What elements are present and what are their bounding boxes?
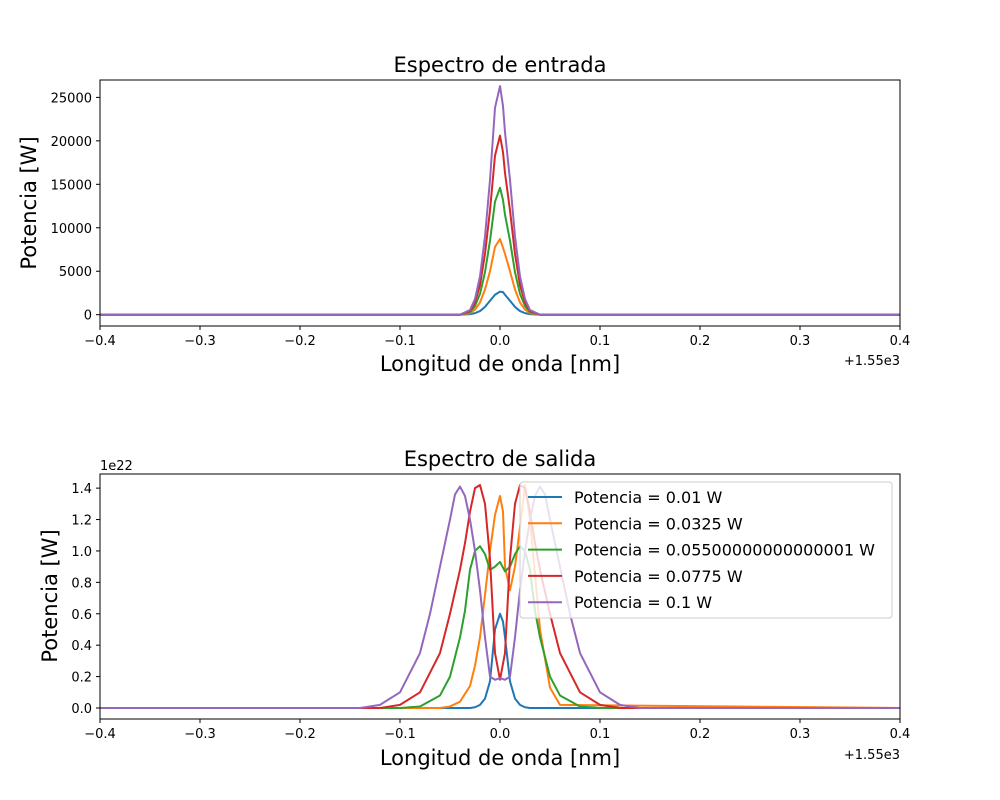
plot-frame <box>99 79 901 327</box>
x-tick-label: 0.3 <box>790 334 811 349</box>
x-tick-label: −0.1 <box>384 727 416 742</box>
series-line-1 <box>100 612 900 710</box>
y-axis-label: Potencia [W] <box>38 529 62 662</box>
y-offset-label: 1e22 <box>100 459 133 474</box>
y-tick-label: 0 <box>84 309 92 324</box>
series-line-2 <box>100 238 900 316</box>
series-group <box>100 85 900 316</box>
x-tick-label: −0.1 <box>384 334 416 349</box>
x-tick-label: 0.2 <box>690 727 711 742</box>
x-tick-label: 0.0 <box>490 334 511 349</box>
y-axis-label: Potencia [W] <box>17 136 41 269</box>
legend: Potencia = 0.01 W Potencia = 0.0325 W Pote… <box>519 481 893 619</box>
input-spectrum-panel: Espectro de entrada −0.4 −0.3 −0.2 −0.1 0.0 0… <box>17 53 910 376</box>
chart-title: Espectro de entrada <box>393 53 606 77</box>
chart-title: Espectro de salida <box>404 447 597 471</box>
x-offset-label: +1.55e3 <box>844 354 900 369</box>
series-line-5 <box>100 85 900 316</box>
x-tick-label: −0.4 <box>84 727 116 742</box>
series-line-4 <box>100 483 900 710</box>
output-spectrum-panel: Espectro de salida 1e22 −0.4 −0.3 −0.2 −0.1… <box>38 447 910 770</box>
x-tick-label: 0.4 <box>890 727 911 742</box>
series-line-3 <box>100 545 900 710</box>
legend-label-2: Potencia = 0.0325 W <box>574 514 743 533</box>
x-tick-label: −0.2 <box>284 334 316 349</box>
x-tick-label: −0.2 <box>284 727 316 742</box>
y-tick-label: 25000 <box>51 91 92 106</box>
y-tick-label: 15000 <box>51 178 92 193</box>
y-tick-label: 0.8 <box>71 576 92 591</box>
legend-label-1: Potencia = 0.01 W <box>574 488 722 507</box>
x-axis-label: Longitud de onda [nm] <box>380 352 620 376</box>
x-axis-label: Longitud de onda [nm] <box>380 746 620 770</box>
axis-ticks: −0.4 −0.3 −0.2 −0.1 0.0 0.1 0.2 0.3 0.4 0 5000 1000… <box>51 91 911 349</box>
legend-label-3: Potencia = 0.05500000000000001 W <box>574 541 875 560</box>
x-tick-label: 0.1 <box>590 727 611 742</box>
x-tick-label: 0.4 <box>890 334 911 349</box>
plot-frame <box>99 473 901 720</box>
series-line-4 <box>100 134 900 316</box>
x-tick-label: 0.3 <box>790 727 811 742</box>
y-tick-label: 1.4 <box>71 482 92 497</box>
y-tick-label: 0.2 <box>71 671 92 686</box>
y-tick-label: 0.4 <box>71 639 92 654</box>
y-tick-label: 0.6 <box>71 608 92 623</box>
x-offset-label: +1.55e3 <box>844 748 900 763</box>
y-tick-label: 1.2 <box>71 514 92 529</box>
y-tick-label: 5000 <box>59 265 92 280</box>
y-tick-label: 0.0 <box>71 702 92 717</box>
x-tick-label: −0.3 <box>184 334 216 349</box>
legend-box <box>519 481 893 619</box>
x-tick-label: 0.1 <box>590 334 611 349</box>
series-line-1 <box>100 290 900 316</box>
axis-ticks: −0.4 −0.3 −0.2 −0.1 0.0 0.1 0.2 0.3 0.4 0.0 0.2 0.4… <box>71 482 910 742</box>
series-line-3 <box>100 186 900 316</box>
x-tick-label: 0.2 <box>690 334 711 349</box>
y-tick-label: 1.0 <box>71 545 92 560</box>
legend-label-5: Potencia = 0.1 W <box>574 593 712 612</box>
y-tick-label: 10000 <box>51 222 92 237</box>
x-tick-label: 0.0 <box>490 727 511 742</box>
x-tick-label: −0.3 <box>184 727 216 742</box>
legend-label-4: Potencia = 0.0775 W <box>574 567 743 586</box>
x-tick-label: −0.4 <box>84 334 116 349</box>
y-tick-label: 20000 <box>51 135 92 150</box>
